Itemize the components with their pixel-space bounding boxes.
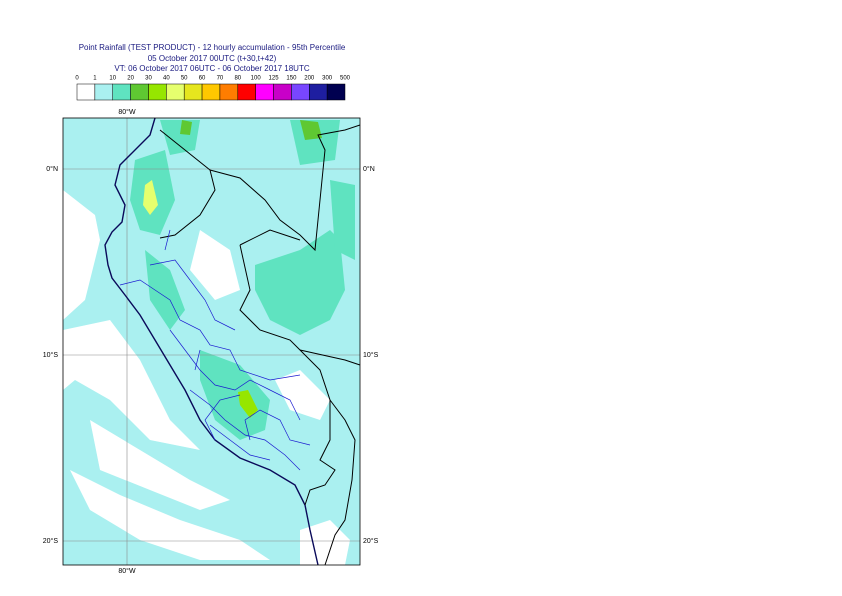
legend-label: 40	[163, 76, 170, 82]
legend-label: 125	[269, 76, 280, 82]
title: Point Rainfall (TEST PRODUCT) - 12 hourl…	[79, 43, 346, 52]
lat-label: 20°S	[363, 537, 379, 545]
legend-label: 0	[75, 76, 79, 82]
graticule	[63, 118, 360, 565]
legend-swatch	[219, 83, 239, 101]
legend-label: 10	[109, 76, 116, 82]
legend-swatch	[130, 83, 149, 101]
legend-label: 150	[286, 76, 297, 82]
map	[62, 117, 361, 566]
region-borders	[119, 229, 311, 471]
lon-label: 80°W	[118, 567, 136, 575]
run-time: 05 October 2017 00UTC (t+30,t+42)	[148, 54, 277, 63]
legend-swatch	[291, 83, 310, 101]
legend-label: 500	[340, 76, 351, 82]
legend-swatch	[112, 83, 131, 101]
legend-swatch	[94, 83, 113, 101]
light-rain-areas	[130, 120, 355, 440]
map-frame	[62, 117, 361, 566]
legend-label: 300	[322, 76, 333, 82]
legend-label: 80	[234, 76, 241, 82]
lat-label: 10°S	[43, 351, 59, 359]
legend-label: 50	[181, 76, 188, 82]
legend-swatch	[273, 83, 292, 101]
lat-label: 10°S	[363, 351, 379, 359]
valid-time: VT: 06 October 2017 06UTC - 06 October 2…	[114, 64, 309, 73]
legend-label: 70	[217, 76, 224, 82]
legend-swatch	[183, 83, 203, 101]
lat-label: 0°N	[363, 165, 375, 173]
legend-swatch	[237, 83, 256, 101]
legend-swatch	[326, 83, 346, 101]
legend-label: 1	[93, 76, 97, 82]
moderate-rain-areas	[143, 120, 322, 418]
legend-swatch	[255, 83, 274, 101]
legend-label: 100	[251, 76, 262, 82]
lat-label: 0°N	[46, 165, 58, 173]
legend-label: 200	[304, 76, 315, 82]
legend-swatch	[201, 83, 221, 101]
legend-swatch	[148, 83, 167, 101]
legend-label: 60	[199, 76, 206, 82]
legend-swatch	[309, 83, 328, 101]
borders	[104, 117, 361, 566]
lat-label: 20°S	[43, 537, 59, 545]
legend-label: 30	[145, 76, 152, 82]
legend-swatch	[166, 83, 185, 101]
legend: 0 1 10 20 30 40 50 60 70 80 100 125 150 200 300 500	[75, 76, 351, 101]
dry-areas	[63, 190, 350, 565]
legend-label: 20	[127, 76, 134, 82]
legend-swatch	[76, 83, 96, 101]
lon-label: 80°W	[118, 108, 136, 116]
lat-labels: 0°N 10°S 20°S 0°N 10°S 20°S	[43, 165, 379, 545]
